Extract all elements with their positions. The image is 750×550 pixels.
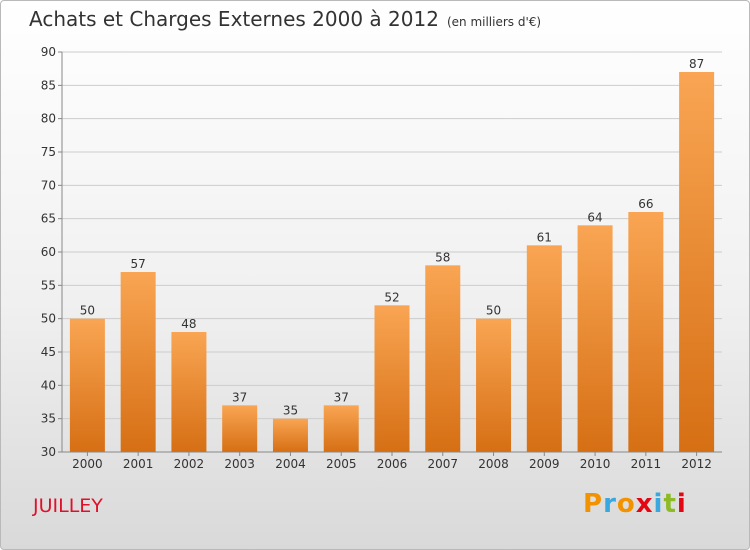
bar-2011 [628, 212, 664, 452]
bar-value-label: 50 [486, 304, 501, 318]
bar-2009 [526, 245, 562, 452]
logo-letter: i [653, 489, 664, 519]
y-tick-label: 75 [41, 145, 56, 159]
bar-value-label: 58 [435, 250, 450, 264]
y-tick-label: 45 [41, 345, 56, 359]
x-tick-label: 2004 [275, 457, 306, 471]
bar-value-label: 57 [131, 257, 146, 271]
y-tick-label: 60 [41, 245, 56, 259]
bar-value-label: 37 [334, 390, 349, 404]
y-tick-label: 40 [41, 378, 56, 392]
bar-2004 [272, 418, 308, 452]
x-tick-label: 2006 [377, 457, 408, 471]
x-tick-label: 2012 [681, 457, 712, 471]
chart-title-block: Achats et Charges Externes 2000 à 2012 (e… [29, 7, 541, 31]
y-tick-label: 30 [41, 445, 56, 459]
x-tick-label: 2000 [72, 457, 103, 471]
chart-subtitle: (en milliers d'€) [446, 15, 542, 29]
bar-value-label: 61 [537, 230, 552, 244]
chart-title: Achats et Charges Externes 2000 à 2012 [29, 7, 439, 31]
bar-value-label: 66 [638, 197, 653, 211]
bar-2007 [425, 265, 461, 452]
y-tick-label: 80 [41, 112, 56, 126]
x-tick-label: 2011 [631, 457, 662, 471]
bar-value-label: 64 [587, 210, 602, 224]
x-tick-label: 2009 [529, 457, 560, 471]
logo-letter: r [603, 489, 617, 519]
y-tick-label: 50 [41, 312, 56, 326]
logo-letter: o [616, 489, 636, 519]
logo-letter: P [583, 489, 604, 519]
y-tick-label: 65 [41, 212, 56, 226]
bar-2006 [374, 305, 410, 452]
bar-2005 [323, 405, 359, 452]
label-layer: 30 35 40 45 50 55 60 65 70 75 80 85 90 50 2000 57 2001 48… [41, 45, 712, 471]
bar-value-label: 48 [181, 317, 196, 331]
logo-letter: x [635, 489, 654, 519]
bar-2008 [476, 318, 512, 452]
x-tick-label: 2001 [123, 457, 154, 471]
bar-value-label: 87 [689, 57, 704, 71]
bar-value-label: 35 [283, 404, 298, 418]
proxiti-logo[interactable]: Proxiti [583, 489, 687, 519]
axis-layer [58, 51, 722, 456]
bar-2001 [120, 272, 156, 452]
y-tick-label: 55 [41, 278, 56, 292]
y-tick-label: 35 [41, 412, 56, 426]
bar-2002 [171, 332, 207, 452]
x-tick-label: 2002 [174, 457, 205, 471]
y-tick-label: 70 [41, 178, 56, 192]
logo-letter: t [663, 489, 677, 519]
x-tick-label: 2007 [427, 457, 458, 471]
commune-name: JUILLEY [33, 495, 103, 517]
bar-2010 [577, 225, 613, 452]
logo-letter: i [676, 489, 687, 519]
bar-2012 [679, 72, 715, 452]
bar-2000 [69, 318, 105, 452]
bar-value-label: 50 [80, 304, 95, 318]
x-tick-label: 2008 [478, 457, 509, 471]
bar-value-label: 52 [384, 290, 399, 304]
x-tick-label: 2005 [326, 457, 357, 471]
x-tick-label: 2010 [580, 457, 611, 471]
x-tick-label: 2003 [224, 457, 255, 471]
bar-2003 [222, 405, 258, 452]
y-tick-label: 90 [41, 45, 56, 59]
bar-layer [69, 72, 715, 452]
y-tick-label: 85 [41, 78, 56, 92]
bar-value-label: 37 [232, 390, 247, 404]
